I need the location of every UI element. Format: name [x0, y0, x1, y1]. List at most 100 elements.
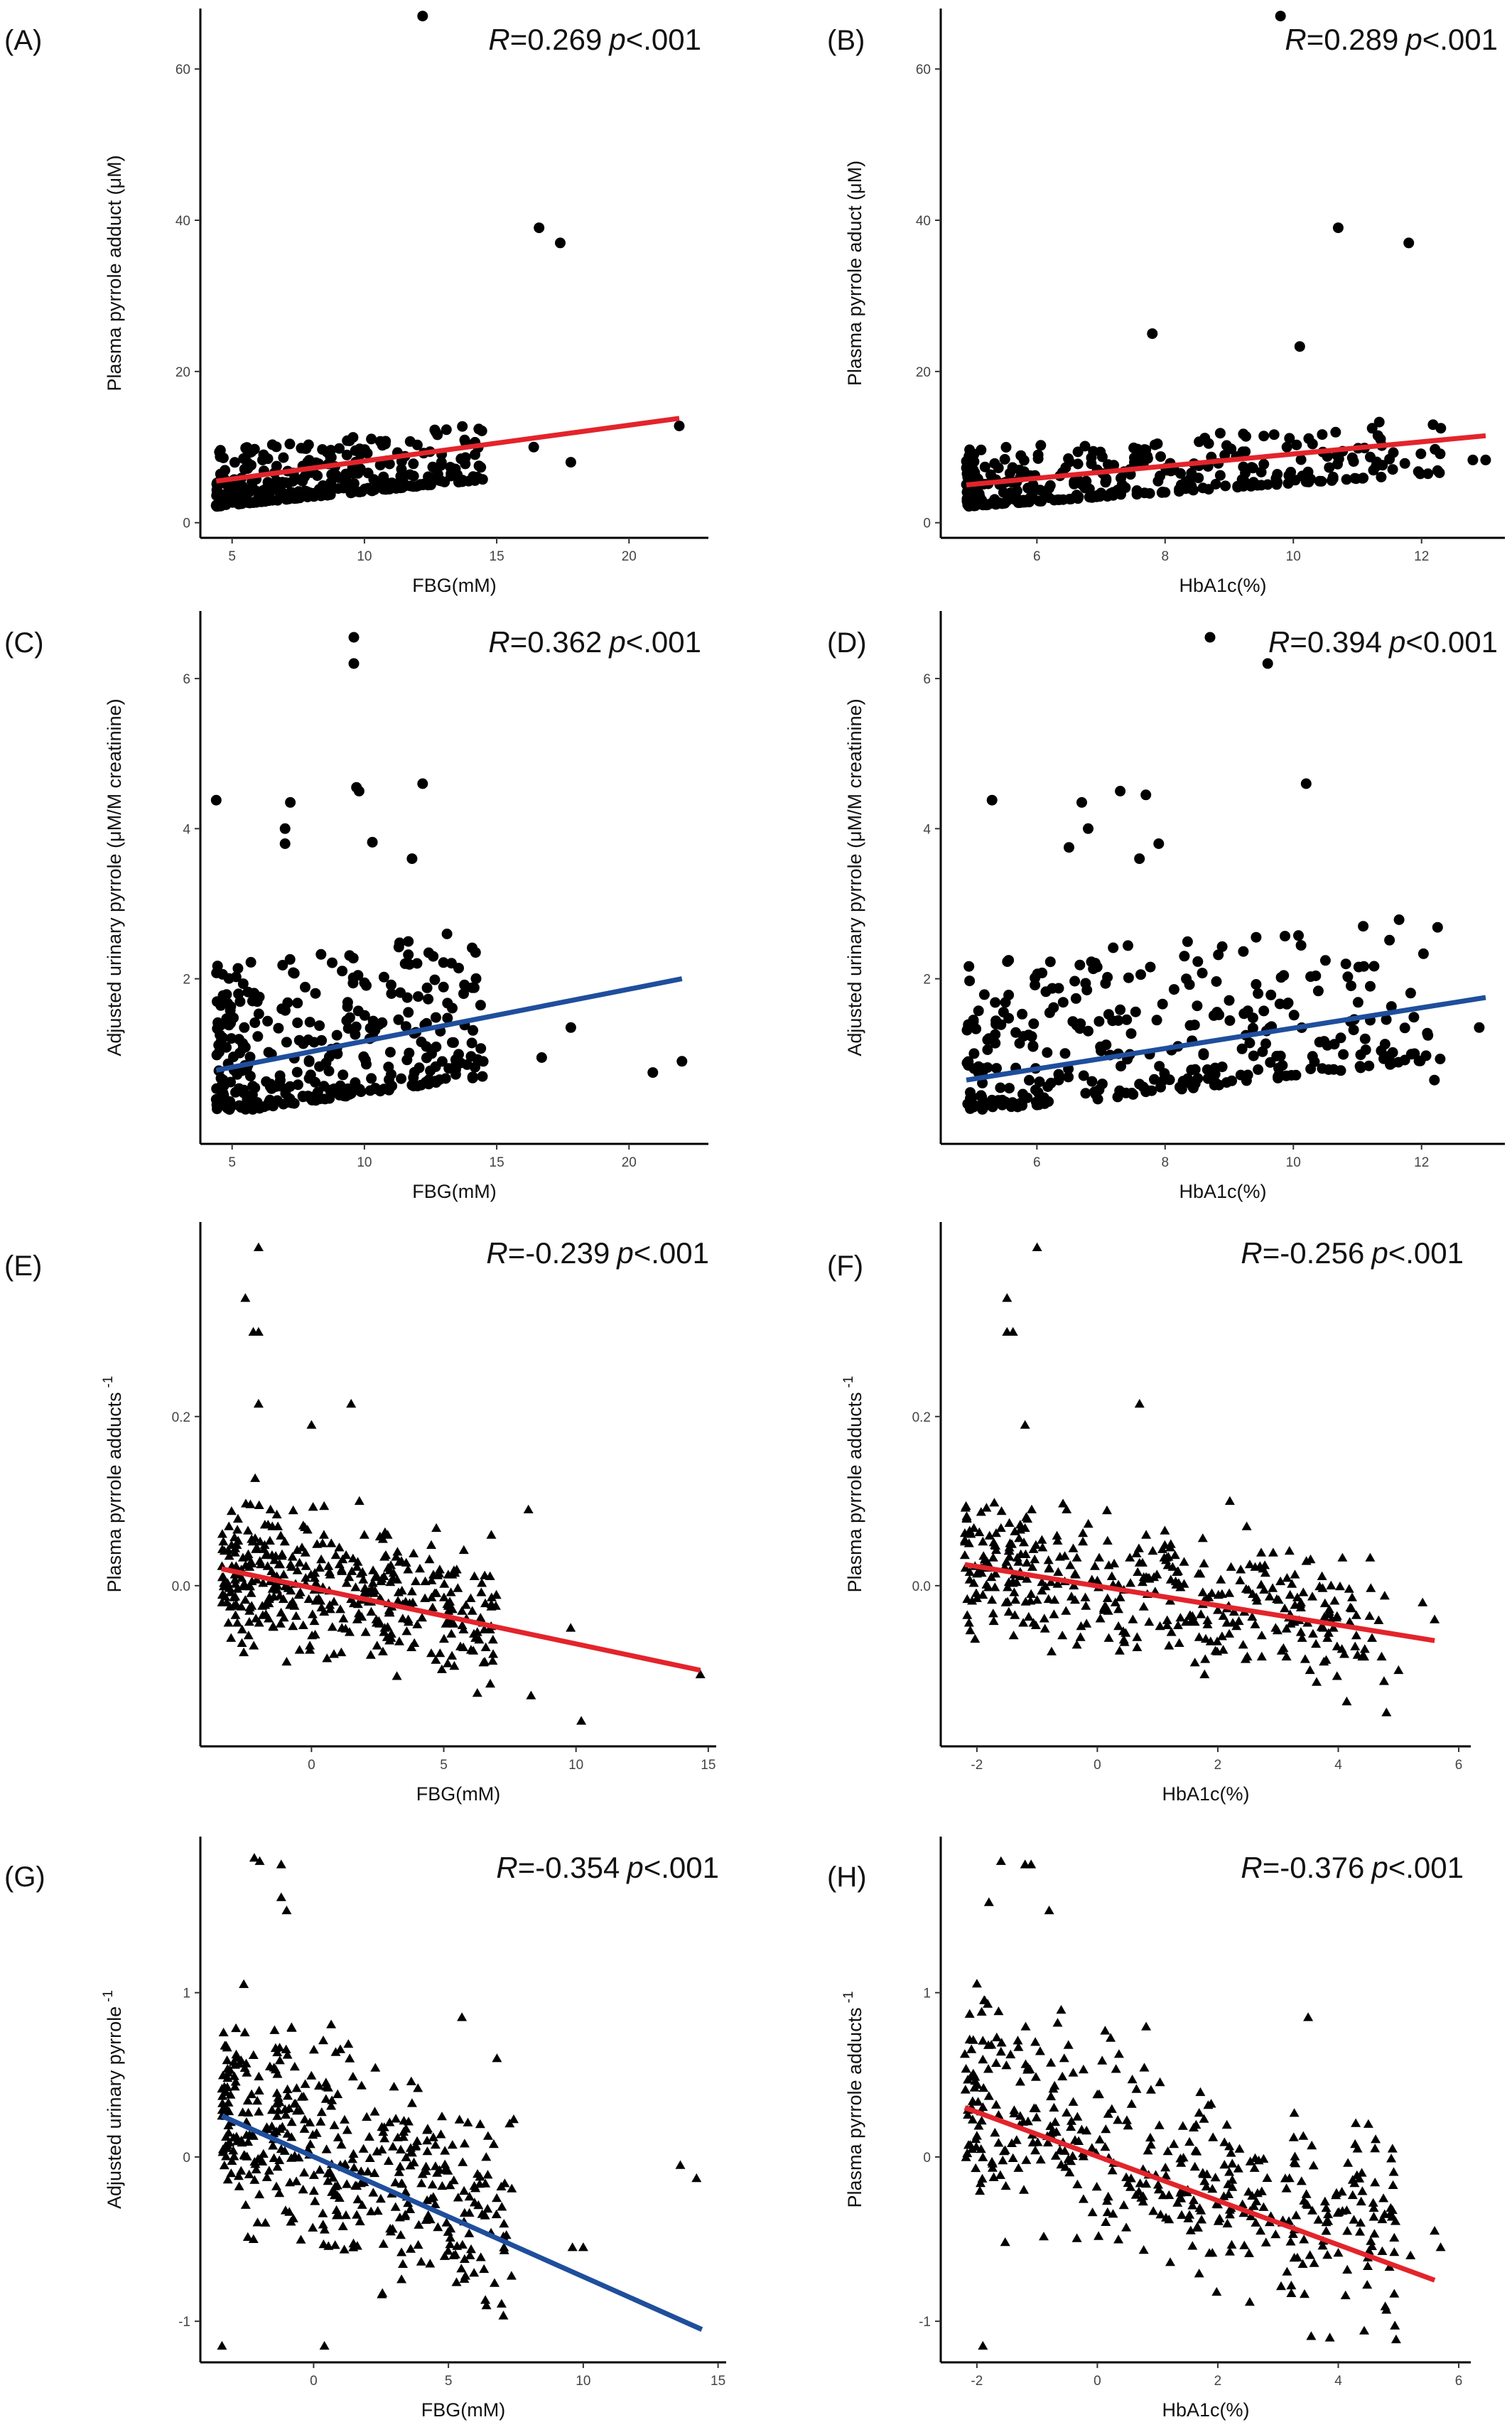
data-point — [1432, 465, 1443, 476]
data-point — [1324, 2333, 1335, 2342]
data-point — [218, 1536, 229, 1546]
data-point — [1322, 451, 1333, 462]
data-point — [1059, 1551, 1070, 1560]
data-point — [281, 1906, 292, 1915]
data-point — [1346, 452, 1358, 463]
data-point — [1125, 2173, 1136, 2183]
data-point — [1253, 1064, 1264, 1075]
data-point — [480, 1598, 490, 1608]
data-point — [389, 2082, 399, 2091]
data-point — [1056, 2005, 1066, 2014]
data-point — [392, 2132, 403, 2141]
data-point — [226, 2168, 237, 2178]
stat-p-symbol: p — [608, 23, 625, 56]
data-point — [1250, 2153, 1260, 2162]
data-point — [384, 1607, 394, 1617]
data-point — [393, 941, 404, 953]
data-point — [1379, 1591, 1390, 1600]
y-tick-label: 0 — [923, 2151, 931, 2166]
data-point — [1042, 1047, 1053, 1058]
data-point — [288, 1505, 298, 1515]
data-point — [340, 2210, 351, 2220]
x-tick-label: 6 — [1033, 549, 1041, 564]
data-point — [1220, 480, 1231, 492]
x-tick-label: 12 — [1414, 549, 1429, 564]
data-point — [1329, 1039, 1340, 1050]
data-point — [426, 2193, 436, 2202]
data-point — [1161, 1552, 1172, 1562]
data-point — [1096, 451, 1108, 463]
data-point — [292, 1565, 303, 1574]
data-point — [474, 1635, 485, 1644]
data-point — [1155, 2077, 1165, 2087]
data-point — [464, 2207, 475, 2217]
data-point — [291, 2083, 302, 2092]
data-point — [1195, 2087, 1206, 2097]
data-point — [1363, 2119, 1373, 2128]
data-point — [1256, 1547, 1266, 1557]
data-point — [477, 1071, 488, 1082]
data-point — [250, 2159, 261, 2168]
data-point — [232, 1525, 243, 1534]
data-point — [406, 1587, 417, 1596]
data-point — [304, 1017, 315, 1028]
data-point — [406, 2098, 417, 2107]
data-point — [1123, 2121, 1133, 2130]
x-tick-label: 6 — [1033, 1155, 1041, 1170]
data-point — [964, 2034, 975, 2044]
stat-r-symbol: R — [1268, 625, 1290, 659]
data-point — [254, 2085, 264, 2094]
data-point — [379, 2122, 389, 2131]
data-point — [1192, 1000, 1203, 1012]
data-point — [364, 2153, 375, 2162]
data-point — [359, 1588, 369, 1597]
stat-r-symbol: R — [1241, 1851, 1262, 1884]
data-point — [675, 2160, 686, 2169]
data-point — [1017, 1088, 1028, 1100]
data-point — [264, 2061, 275, 2070]
data-point — [314, 1562, 325, 1572]
correlation-stat: R=0.289 p<.001 — [1285, 23, 1498, 56]
data-point — [254, 1618, 264, 1627]
data-point — [1418, 1597, 1428, 1606]
data-point — [453, 2193, 463, 2202]
data-point — [995, 2046, 1006, 2056]
data-point — [506, 2271, 517, 2280]
y-tick-label: 0 — [183, 517, 190, 531]
data-point — [383, 2156, 394, 2165]
data-point — [1046, 2091, 1057, 2101]
data-point — [459, 2274, 470, 2283]
data-point — [417, 11, 428, 22]
data-point — [477, 1578, 487, 1587]
data-point — [1189, 2195, 1199, 2205]
data-point — [964, 1525, 975, 1535]
data-point — [212, 1017, 224, 1028]
data-point — [220, 1591, 230, 1601]
data-point — [1053, 1074, 1064, 1086]
data-point — [1298, 1587, 1309, 1596]
data-point — [354, 1496, 364, 1506]
data-point — [1076, 1621, 1086, 1631]
data-point — [492, 2053, 502, 2063]
data-point — [1199, 1669, 1210, 1679]
data-point — [425, 2259, 436, 2268]
y-tick-label: 2 — [923, 973, 931, 988]
data-point — [393, 1014, 404, 1025]
data-point — [249, 1640, 259, 1650]
data-point — [1362, 2280, 1373, 2289]
data-point — [217, 2340, 227, 2350]
data-point — [439, 1579, 450, 1588]
data-point — [1344, 1584, 1354, 1593]
data-point — [1312, 1677, 1322, 1686]
data-point — [231, 1561, 242, 1570]
data-point — [1115, 1592, 1125, 1601]
correlation-stat: R=0.362 p<.001 — [488, 625, 701, 659]
data-point — [228, 1601, 239, 1610]
data-point — [1189, 1020, 1200, 1031]
data-point — [305, 2117, 315, 2126]
data-point — [1330, 426, 1341, 438]
data-point — [1238, 461, 1249, 472]
data-point — [426, 1648, 436, 1658]
data-point — [1211, 2287, 1222, 2296]
data-point — [254, 2071, 264, 2081]
